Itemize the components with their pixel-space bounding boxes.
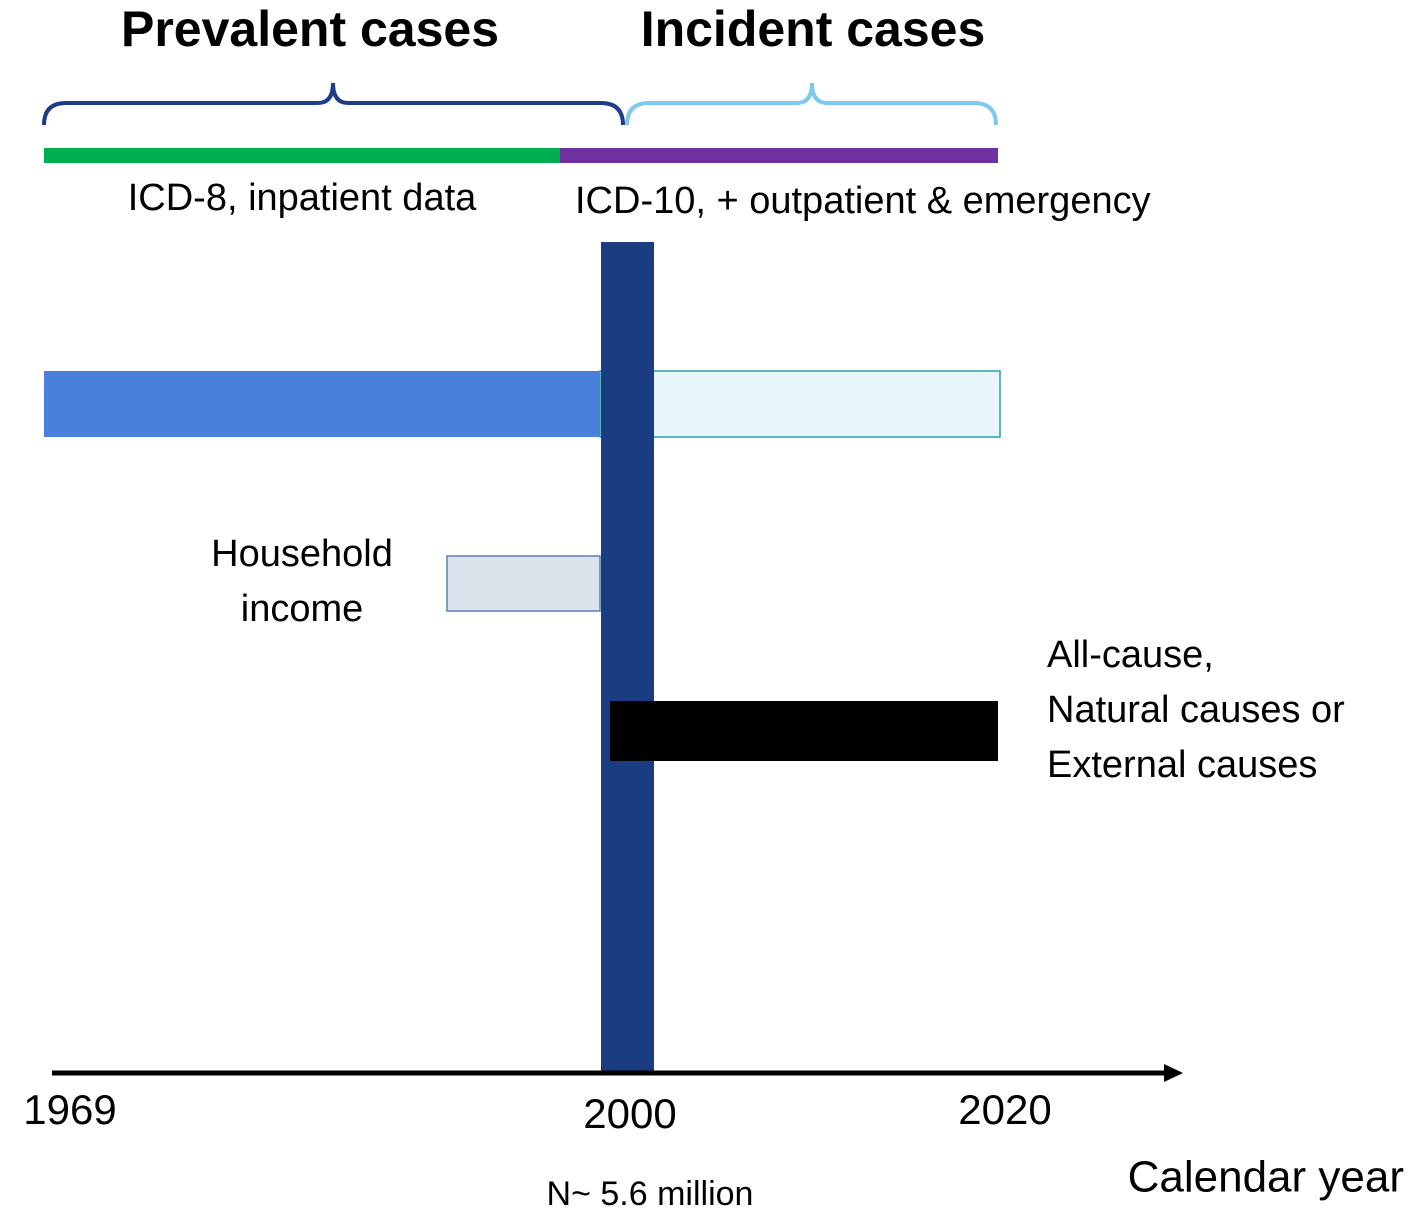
outcome-label: All-cause, (1047, 634, 1214, 676)
incident-bar (599, 370, 1001, 438)
mortality-bar (610, 701, 998, 761)
icd8-bar (44, 148, 560, 163)
income-label: Household (211, 533, 393, 575)
incident-title: Incident cases (641, 1, 986, 57)
axis-arrow (1164, 1064, 1183, 1082)
incident-brace (625, 82, 998, 126)
prevalent-title: Prevalent cases (121, 1, 499, 57)
year-label: 1969 (23, 1086, 116, 1133)
year-label: 2020 (958, 1086, 1051, 1133)
axis-title: Calendar year (1128, 1153, 1404, 1202)
prevalent-bar (44, 371, 600, 437)
year-label: 2000 (583, 1090, 676, 1137)
income-label: income (241, 588, 364, 630)
outcome-label: External causes (1047, 744, 1317, 786)
icd10-bar (560, 148, 998, 163)
prevalent-brace (42, 82, 625, 126)
income-bar (446, 555, 601, 612)
outcome-label: Natural causes or (1047, 689, 1345, 731)
baseline-bar (601, 242, 654, 1073)
cohort-size: N~ 5.6 million (547, 1175, 754, 1213)
icd8-label: ICD-8, inpatient data (128, 177, 477, 219)
icd10-label: ICD-10, + outpatient & emergency (575, 180, 1151, 222)
